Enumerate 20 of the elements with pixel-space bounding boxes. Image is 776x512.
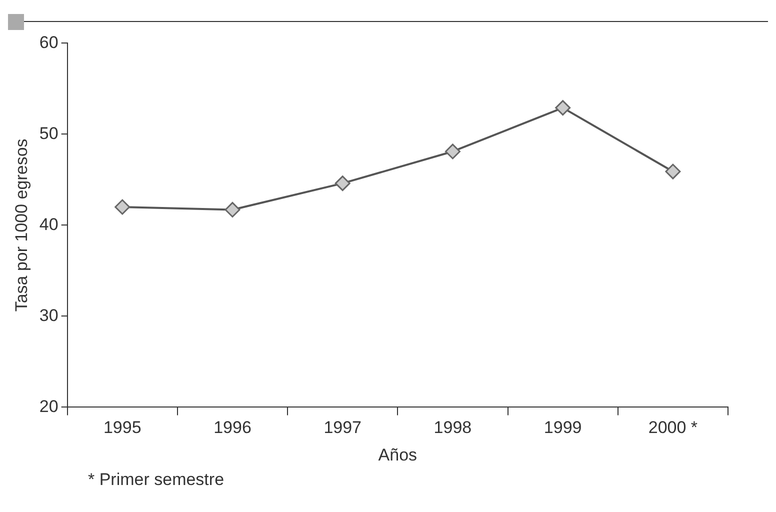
point xyxy=(665,164,681,180)
x-tick-label: 1997 xyxy=(324,418,362,438)
point xyxy=(334,176,350,192)
x-tick-label: 1995 xyxy=(103,418,142,438)
x-tick-label: 1999 xyxy=(544,418,582,438)
y-tick-label: 60 xyxy=(39,32,58,52)
point xyxy=(444,144,460,160)
point xyxy=(224,202,240,218)
point xyxy=(555,100,571,116)
x-tick-label: 1996 xyxy=(214,418,252,438)
x-axis-title: Años xyxy=(378,445,418,464)
y-tick-label: 40 xyxy=(39,214,58,234)
y-tick-label: 20 xyxy=(39,396,58,416)
text: * Primer semestre xyxy=(88,470,226,490)
point xyxy=(114,199,130,215)
y-tick-label: 30 xyxy=(39,306,58,325)
x-tick-label: 2000 * xyxy=(648,418,698,438)
x-tick-label: 1998 xyxy=(434,418,472,438)
y-axis-title: Tasa por 1000 egresos xyxy=(12,138,31,312)
y-tick-label: 50 xyxy=(39,124,58,143)
